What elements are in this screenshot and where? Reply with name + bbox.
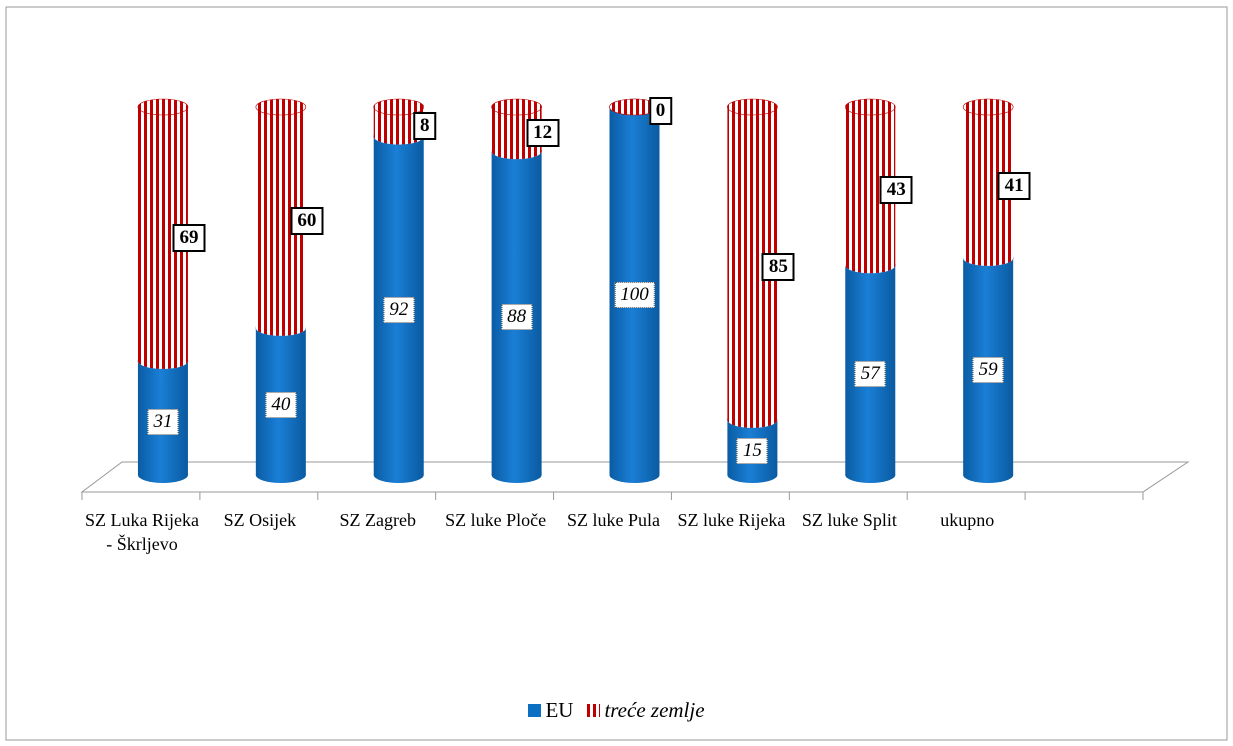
data-label: 100 — [614, 282, 655, 308]
data-label: 88 — [501, 304, 533, 331]
legend-swatch — [587, 704, 601, 717]
cylinder-top — [373, 98, 425, 116]
data-label: 57 — [854, 361, 886, 388]
data-label: 8 — [412, 111, 437, 140]
cylinder-bottom — [255, 319, 306, 336]
bar-segment — [373, 98, 425, 145]
cylinder-top — [491, 98, 542, 116]
data-label: 59 — [972, 357, 1004, 384]
data-label: 43 — [879, 176, 913, 205]
cylinder-bottom — [845, 257, 896, 274]
x-tick-label: SZ luke Pula — [567, 510, 661, 530]
legend-swatch — [528, 704, 542, 717]
bar-segment — [609, 98, 660, 116]
cylinder-bottom — [963, 467, 1014, 483]
cylinder-bottom — [963, 249, 1014, 266]
cylinder-top — [727, 98, 778, 116]
x-tick-label: SZ Zagreb — [339, 510, 416, 530]
floor-dividers — [81, 492, 1144, 500]
data-label: 40 — [265, 392, 297, 419]
cylinder-bottom — [137, 352, 188, 369]
legend-item: EU — [528, 698, 573, 723]
x-tick-label: SZ luke Split — [801, 510, 897, 530]
x-tick-label: SZ Osijek — [223, 510, 297, 530]
cylinder-bottom — [491, 143, 542, 160]
legend-label: EU — [545, 698, 574, 722]
cylinder-top — [844, 98, 896, 116]
frame — [5, 6, 1228, 741]
legend: EU treće zemlje — [0, 698, 1233, 723]
cylinder-bottom — [373, 128, 424, 145]
legend-item: treće zemlje — [587, 698, 705, 723]
cylinder-bottom — [609, 467, 660, 483]
cylinder-bottom — [373, 467, 424, 483]
data-label: 12 — [526, 119, 560, 148]
x-tick-label: SZ luke Rijeka — [677, 510, 786, 530]
cylinder-bottom — [137, 467, 188, 483]
data-label: 85 — [761, 253, 795, 282]
cylinder-top — [962, 98, 1014, 116]
data-label: 15 — [736, 438, 768, 465]
cylinder-bottom — [727, 411, 778, 428]
data-label: 41 — [997, 172, 1031, 201]
data-label: 60 — [290, 207, 324, 236]
cylinder-bottom — [491, 467, 542, 483]
legend-label: treće zemlje — [604, 698, 705, 722]
bars — [137, 98, 1014, 483]
cylinder-bottom — [255, 467, 306, 483]
cylinder-bottom — [845, 467, 896, 483]
data-label: 0 — [648, 97, 673, 125]
x-tick-label: SZ luke Ploče — [445, 510, 547, 530]
data-label: 31 — [147, 408, 179, 435]
cylinder-bottom — [727, 467, 778, 483]
cylinder-top — [255, 98, 307, 116]
data-label: 92 — [383, 296, 415, 323]
cylinder-top — [137, 98, 189, 116]
data-label: 69 — [172, 223, 206, 252]
x-tick-label: ukupno — [940, 510, 995, 530]
x-tick-label: SZ Luka Rijeka - Škrljevo — [85, 510, 199, 554]
